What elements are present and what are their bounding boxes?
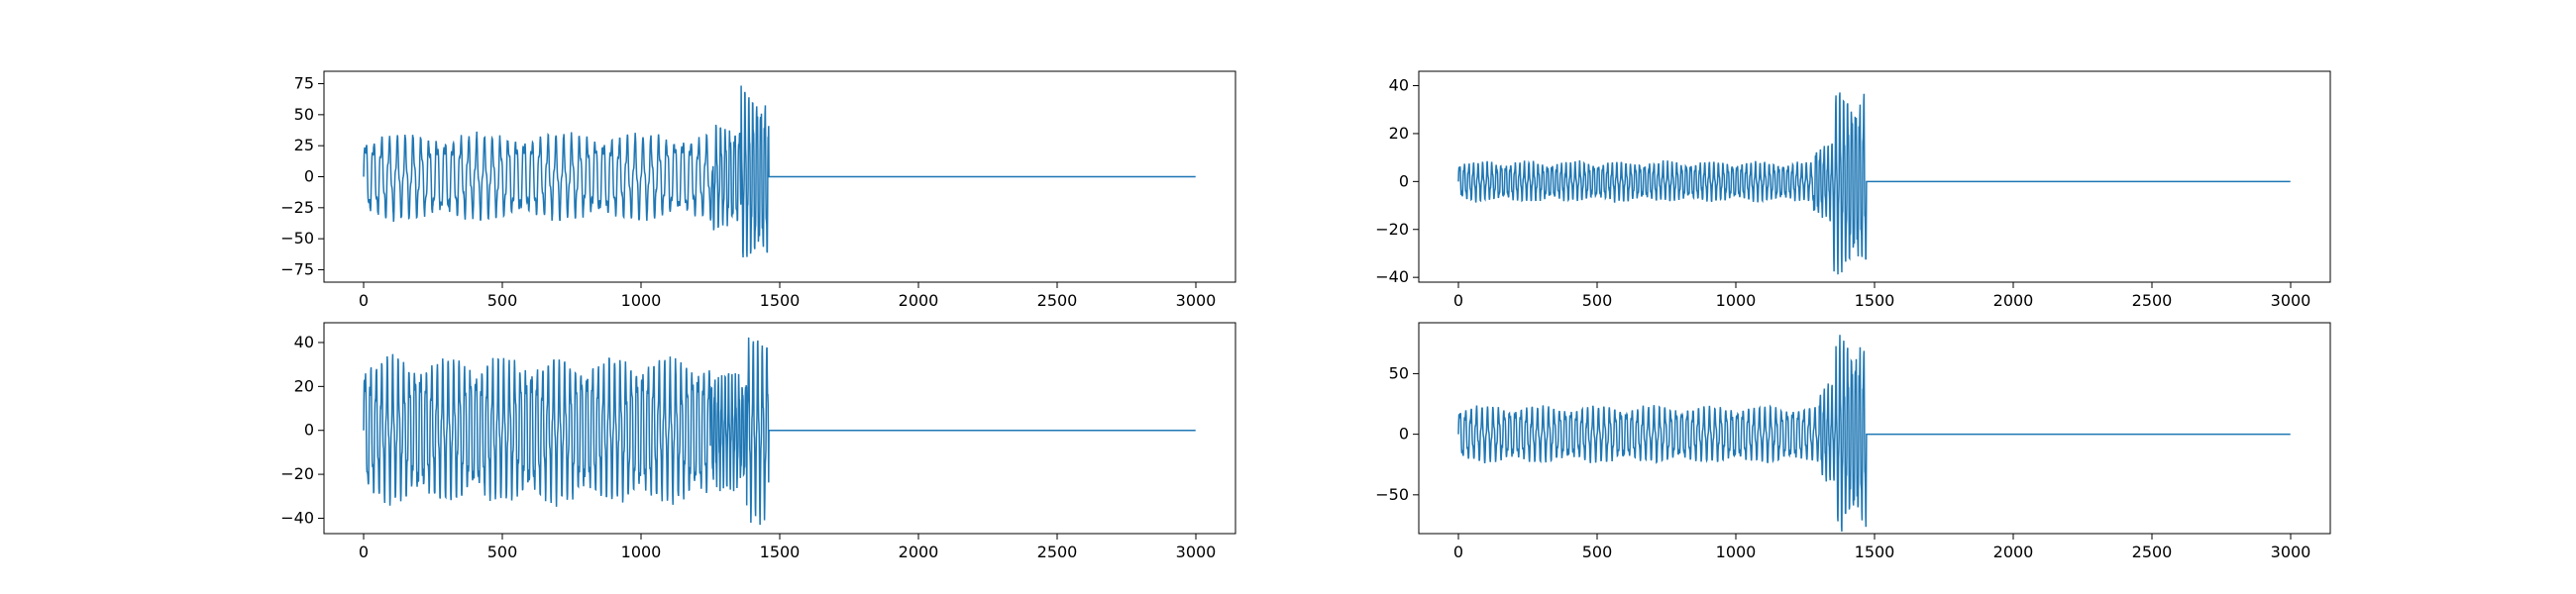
y-tick-label: 0 [1399,425,1409,444]
x-tick-label: 0 [1453,291,1463,310]
series-line [1457,92,2291,275]
y-tick-label: 50 [1389,363,1409,382]
x-tick-label: 500 [1582,291,1613,310]
y-tick-label: −25 [280,198,314,217]
subplot-4: 0 500 1000 1500 2000 2500 3000 −50 0 50 [1375,322,2331,561]
x-tick-label: 500 [487,291,518,310]
y-tick-label: 20 [294,376,314,395]
x-tick-label: 3000 [1176,291,1217,310]
x-tick-label: 0 [359,543,369,561]
y-tick-label: 0 [304,421,314,440]
y-tick-label: −40 [1375,267,1409,286]
y-tick-label: 0 [304,167,314,186]
x-tick-label: 2500 [2132,543,2173,561]
y-tick-label: −20 [1375,220,1409,239]
x-tick-label: 2500 [2132,291,2173,310]
x-tick-label: 1500 [1855,291,1895,310]
x-tick-label: 3000 [2271,543,2311,561]
y-tick-label: −50 [1375,485,1409,504]
series-line [363,85,1196,258]
y-tick-label: −75 [280,259,314,278]
y-tick-label: 40 [1389,76,1409,95]
x-tick-label: 1000 [621,291,662,310]
x-tick-label: 2000 [899,543,939,561]
x-tick-label: 3000 [2271,291,2311,310]
subplot-3: 0 500 1000 1500 2000 2500 3000 −40 −20 0 20 40 [280,322,1236,561]
x-tick-label: 2000 [899,291,939,310]
y-tick-label: 25 [294,136,314,154]
subplots: 0 500 1000 1500 2000 2500 3000−75−50−250255075… [280,70,2331,561]
x-tick-label: 500 [1582,543,1613,561]
x-tick-label: 2500 [1037,543,1078,561]
x-tick-label: 1000 [1716,543,1757,561]
x-tick-label: 2000 [1993,291,2034,310]
x-tick-label: 1000 [1716,291,1757,310]
series-line [1457,335,2291,532]
x-tick-label: 500 [487,543,518,561]
y-tick-label: 75 [294,74,314,93]
y-tick-label: 0 [1399,171,1409,190]
y-tick-label: −50 [280,229,314,248]
x-tick-label: 3000 [1176,543,1217,561]
x-tick-label: 0 [359,291,369,310]
series-line [363,337,1196,526]
x-tick-label: 0 [1453,543,1463,561]
y-tick-label: −40 [280,508,314,527]
x-tick-label: 1500 [760,291,801,310]
x-tick-label: 1500 [760,543,801,561]
x-tick-label: 1500 [1855,543,1895,561]
x-tick-label: 2000 [1993,543,2034,561]
y-tick-label: 50 [294,105,314,124]
x-tick-label: 1000 [621,543,662,561]
y-tick-label: −20 [280,464,314,483]
subplot-1: 0 500 1000 1500 2000 2500 3000 −75 −50 −25 0 25 50 75 [280,70,1236,310]
x-tick-label: 2500 [1037,291,1078,310]
y-tick-label: 40 [294,333,314,351]
y-tick-label: 20 [1389,124,1409,143]
subplot-2: 0 500 1000 1500 2000 2500 3000 −40 −20 0 20 40 [1375,70,2331,310]
